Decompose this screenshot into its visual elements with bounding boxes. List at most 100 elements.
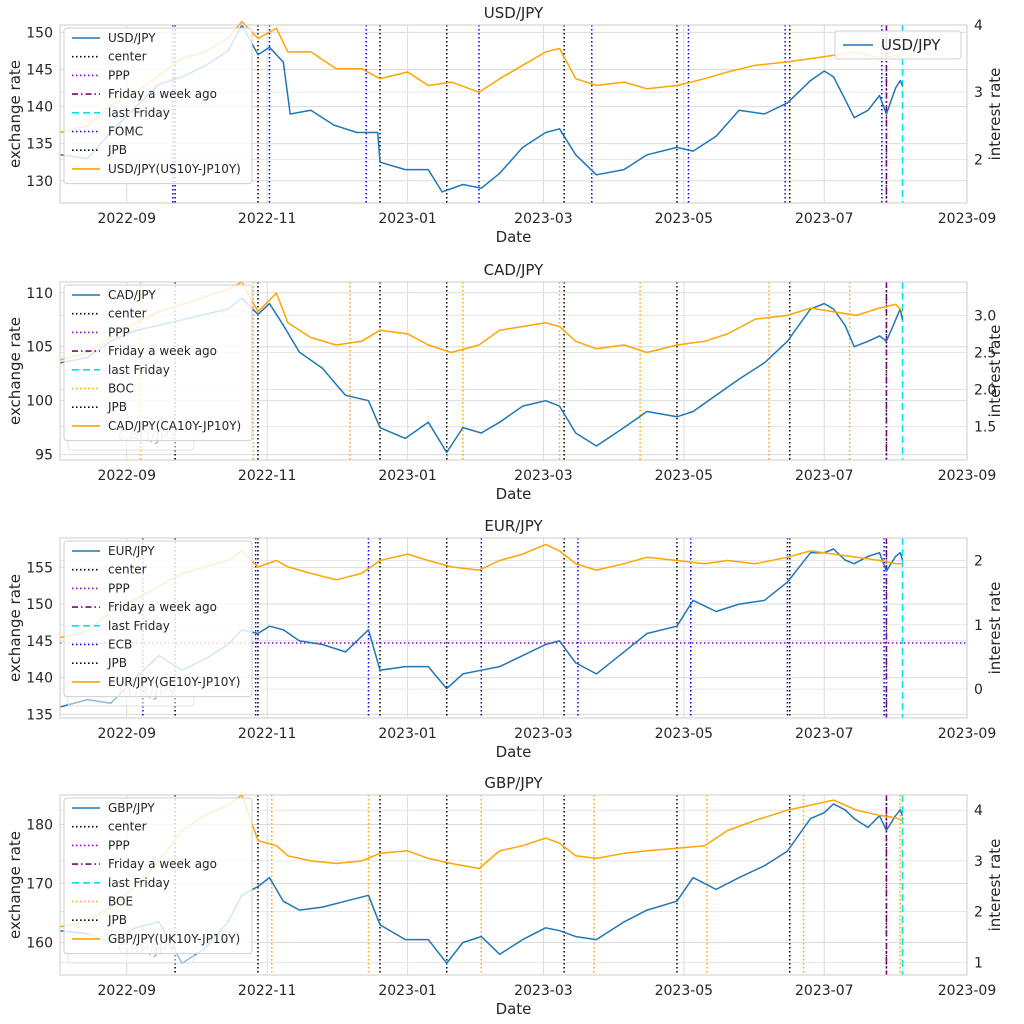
x-tick-label: 2023-09 [938,211,997,227]
x-tick-label: 2023-03 [514,211,573,227]
legend-label: CAD/JPY(CA10Y-JP10Y) [108,419,241,433]
legend: EUR/JPY center PPP Friday a week ago last Fr… [63,540,253,698]
y-tick-label: 145 [26,634,53,650]
x-axis-label: Date [496,1000,532,1018]
x-tick-label: 2023-07 [795,726,854,742]
legend-label: USD/JPY [108,31,156,45]
legend-label: USD/JPY(US10Y-JP10Y) [108,162,241,176]
y2-tick-label: 2.0 [974,383,996,399]
legend-label: BOE [108,895,133,909]
y-tick-label: 145 [26,63,53,79]
legend-label: JPB [107,143,127,157]
y-axis-label: exchange rate [6,831,24,939]
y2-axis-label: interest rate [986,325,1004,418]
x-tick-label: 2023-07 [795,983,854,999]
axes-frame [59,794,968,976]
legend-label: center [108,563,147,577]
x-tick-label: 2023-09 [938,983,997,999]
y2-tick-label: 4 [974,803,983,819]
x-tick-label: 2023-01 [378,983,437,999]
y-tick-label: 150 [26,597,53,613]
y-tick-label: 155 [26,560,53,576]
y-tick-label: 105 [26,340,53,356]
x-tick-label: 2023-05 [655,983,714,999]
x-axis-label: Date [496,228,532,246]
x-tick-label: 2022-09 [98,211,157,227]
chart-2: 2022-09 2022-11 2023-01 2023-03 2023-05 2023-… [6,261,1004,503]
legend-label: PPP [108,838,130,852]
legend-label: center [108,307,147,321]
y-tick-label: 150 [26,25,53,41]
x-tick-label: 2022-09 [98,468,157,484]
y-tick-label: 135 [26,707,53,723]
y2-axis-label: interest rate [986,68,1004,161]
legend-label: JPB [107,913,127,927]
y2-axis-label: interest rate [986,839,1004,932]
y-tick-label: 95 [35,448,53,464]
legend-label: Friday a week ago [108,857,217,871]
x-tick-label: 2022-09 [98,726,157,742]
y2-axis-label: interest rate [986,582,1004,675]
axes-frame [59,281,968,461]
chart-title: USD/JPY [484,4,544,22]
x-tick-label: 2023-03 [514,468,573,484]
x-tick-label: 2022-11 [238,983,297,999]
axes-frame [59,24,968,204]
y-tick-label: 170 [26,877,53,893]
x-tick-label: 2023-05 [655,726,714,742]
y2-tick-label: 2 [974,905,983,921]
x-tick-label: 2023-09 [938,726,997,742]
legend-label: EUR/JPY [108,544,155,558]
legend-label: last Friday [108,363,170,377]
chart-4: 2022-09 2022-11 2023-01 2023-03 2023-05 2023-… [6,774,1004,1018]
x-tick-label: 2022-11 [238,468,297,484]
x-tick-label: 2023-09 [938,468,997,484]
y2-tick-label: 2 [974,554,983,570]
legend-label: PPP [108,325,130,339]
x-tick-label: 2023-05 [655,211,714,227]
legend-label: JPB [107,400,127,414]
y2-tick-label: 1 [974,955,983,971]
x-axis-label: Date [496,485,532,503]
x-tick-label: 2023-01 [378,468,437,484]
y2-tick-label: 0 [974,682,983,698]
y-axis-label: exchange rate [6,60,24,168]
y2-tick-label: 1.5 [974,420,996,436]
legend-label: Friday a week ago [108,87,217,101]
legend: GBP/JPY center PPP Friday a week ago last Fr… [63,797,253,955]
y-tick-label: 135 [26,137,53,153]
y-tick-label: 140 [26,671,53,687]
x-tick-label: 2022-09 [98,983,157,999]
legend-label: last Friday [108,106,170,120]
chart-title: EUR/JPY [484,517,543,535]
y2-tick-label: 2.5 [974,345,996,361]
y-tick-label: 180 [26,818,53,834]
y2-tick-label: 3 [974,85,983,101]
legend-label: GBP/JPY(UK10Y-JP10Y) [108,932,240,946]
event-lines [174,795,904,975]
x-tick-label: 2023-03 [514,983,573,999]
secondary-legend-label: USD/JPY [881,36,941,54]
legend-label: last Friday [108,876,170,890]
legend: USD/JPY center PPP Friday a week ago last Fr… [63,27,253,185]
x-tick-label: 2023-01 [378,211,437,227]
y-axis-label: exchange rate [6,574,24,682]
legend-label: center [108,50,147,64]
axes-frame [59,537,968,719]
x-tick-label: 2022-11 [238,726,297,742]
y-tick-label: 110 [26,286,53,302]
legend-label: JPB [107,656,127,670]
y2-tick-label: 1 [974,618,983,634]
legend-label: FOMC [108,125,143,139]
y2-tick-label: 2 [974,152,983,168]
y-axis-label: exchange rate [6,317,24,425]
y-tick-label: 160 [26,936,53,952]
x-tick-label: 2022-11 [238,211,297,227]
legend-label: EUR/JPY(GE10Y-JP10Y) [108,675,240,689]
y2-tick-label: 4 [974,18,983,34]
x-tick-label: 2023-01 [378,726,437,742]
legend: CAD/JPY center PPP Friday a week ago last Fr… [63,284,253,442]
y2-tick-label: 3 [974,854,983,870]
x-tick-label: 2023-05 [655,468,714,484]
